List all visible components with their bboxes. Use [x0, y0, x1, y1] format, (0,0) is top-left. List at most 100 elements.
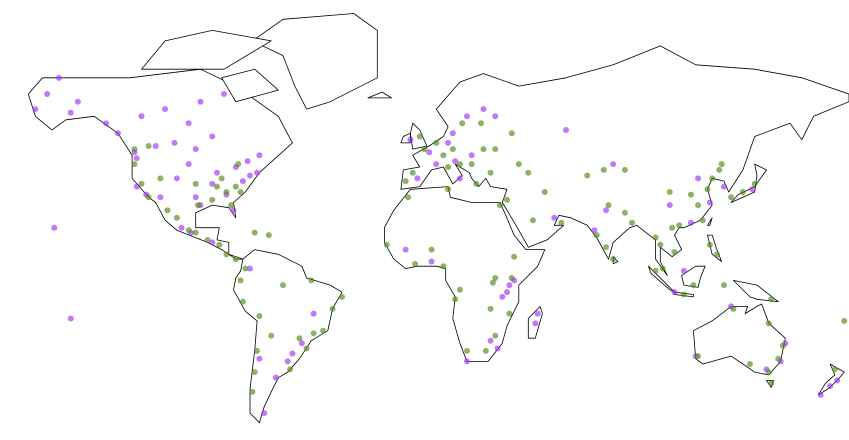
point — [239, 298, 246, 305]
point — [534, 310, 541, 317]
point — [706, 241, 713, 248]
point — [492, 332, 499, 339]
point — [103, 120, 110, 127]
point — [256, 152, 263, 159]
point — [338, 293, 345, 300]
point — [223, 251, 230, 258]
point — [584, 172, 591, 179]
land-outline — [233, 249, 343, 424]
point — [218, 175, 225, 182]
point — [185, 120, 192, 127]
point — [209, 180, 216, 187]
point — [232, 256, 239, 263]
point — [428, 258, 435, 265]
point — [145, 194, 152, 201]
point — [480, 146, 487, 153]
point — [152, 143, 159, 150]
point — [695, 353, 702, 360]
land-outline — [141, 30, 272, 70]
point — [487, 305, 494, 312]
point — [404, 194, 411, 201]
point — [310, 330, 317, 337]
point — [173, 214, 180, 221]
point — [246, 172, 253, 179]
point — [192, 180, 199, 187]
land-outline — [367, 91, 392, 99]
point — [827, 383, 834, 390]
point — [131, 161, 138, 168]
point — [145, 143, 152, 150]
point — [629, 219, 636, 226]
point — [765, 369, 772, 376]
land-outline — [733, 280, 779, 303]
point — [525, 169, 532, 176]
point — [133, 183, 140, 190]
point — [494, 345, 501, 352]
point — [383, 241, 390, 248]
point — [237, 277, 244, 284]
point — [492, 146, 499, 153]
land-outline — [707, 217, 713, 226]
point — [687, 219, 694, 226]
point — [680, 267, 687, 274]
point — [496, 202, 503, 209]
point — [251, 229, 258, 236]
point — [746, 361, 753, 368]
point — [55, 74, 62, 81]
point — [558, 219, 565, 226]
point — [407, 136, 414, 143]
land-outline — [27, 68, 293, 260]
point — [499, 293, 506, 300]
point — [197, 98, 204, 105]
point — [192, 194, 199, 201]
land-outline — [251, 13, 378, 110]
point — [511, 253, 518, 260]
point — [779, 342, 786, 349]
point — [739, 188, 746, 195]
point — [213, 169, 220, 176]
point — [532, 320, 539, 327]
point — [209, 133, 216, 140]
point — [329, 305, 336, 312]
point — [303, 345, 310, 352]
point — [463, 347, 470, 354]
point — [289, 350, 296, 357]
point — [529, 217, 536, 224]
point — [610, 256, 617, 263]
point — [468, 161, 475, 168]
point — [687, 191, 694, 198]
point — [178, 224, 185, 231]
point — [192, 146, 199, 153]
point — [232, 183, 239, 190]
point — [44, 91, 51, 98]
point — [254, 347, 261, 354]
point — [268, 332, 275, 339]
point — [157, 194, 164, 201]
point — [416, 133, 423, 140]
point — [487, 337, 494, 344]
point — [131, 146, 138, 153]
point — [713, 251, 720, 258]
point — [463, 358, 470, 365]
point — [775, 355, 782, 362]
point — [716, 166, 723, 173]
point — [480, 106, 487, 113]
point — [272, 374, 279, 381]
point — [428, 246, 435, 253]
point — [192, 229, 199, 236]
point — [669, 224, 676, 231]
point — [320, 327, 327, 334]
point — [185, 161, 192, 168]
point — [768, 380, 775, 387]
point — [695, 175, 702, 182]
point — [265, 232, 272, 239]
point — [751, 180, 758, 187]
point — [492, 113, 499, 120]
point — [695, 202, 702, 209]
land-outline — [681, 265, 706, 288]
point — [468, 152, 475, 159]
land-outline — [400, 45, 849, 276]
point — [817, 391, 824, 398]
point — [287, 366, 294, 373]
point — [504, 196, 511, 203]
